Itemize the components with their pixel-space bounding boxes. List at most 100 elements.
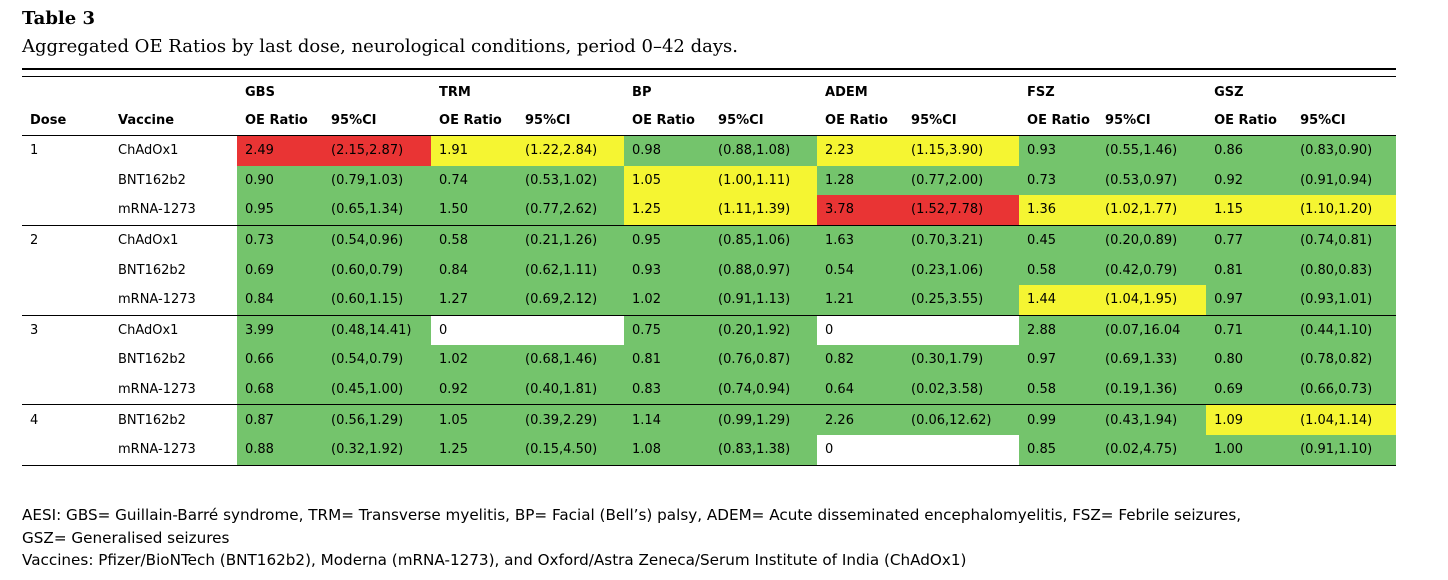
oe-ratio-cell: 1.15 bbox=[1206, 195, 1293, 226]
ci-cell: (0.79,1.03) bbox=[323, 165, 432, 196]
column-header-ci: 95%CI bbox=[710, 106, 818, 136]
ci-cell: (0.91,1.13) bbox=[710, 284, 818, 316]
vaccine-cell: mRNA-1273 bbox=[118, 202, 196, 218]
ci-cell: (0.48,14.41) bbox=[323, 314, 432, 346]
ci-cell bbox=[903, 314, 1020, 346]
dose-cell bbox=[22, 195, 110, 225]
oe-ratio-cell: 0.84 bbox=[431, 255, 518, 285]
table-row: mRNA-1273 0.68 (0.45,1.00) 0.92 (0.40,1.81) 0… bbox=[22, 374, 1397, 405]
oe-ratio-cell: 1.36 bbox=[1019, 195, 1098, 226]
column-header-ci: 95%CI bbox=[1292, 106, 1397, 136]
oe-ratio-cell: 0.92 bbox=[1206, 165, 1293, 196]
ci-cell: (0.02,4.75) bbox=[1097, 434, 1207, 466]
dose-cell bbox=[22, 345, 110, 375]
group-header: TRM bbox=[439, 84, 471, 100]
ci-cell: (0.83,0.90) bbox=[1292, 134, 1397, 166]
dose-cell: 1 bbox=[22, 134, 110, 166]
note-aesi-cont: GSZ= Generalised seizures bbox=[22, 528, 230, 547]
oe-ratio-cell: 0.64 bbox=[817, 374, 904, 405]
oe-ratio-cell: 0.90 bbox=[237, 165, 323, 196]
vaccine-cell: ChAdOx1 bbox=[110, 224, 237, 256]
column-header-oe: OE Ratio bbox=[431, 106, 518, 136]
oe-ratio-cell: 1.05 bbox=[624, 165, 711, 196]
column-header-oe: OE Ratio bbox=[237, 106, 323, 136]
oe-ratio-cell: 0.95 bbox=[624, 224, 711, 256]
oe-ratio-cell: 1.00 bbox=[1206, 434, 1293, 466]
column-header-oe: OE Ratio bbox=[1019, 106, 1098, 136]
oe-ratio-cell: 0.68 bbox=[237, 374, 323, 405]
table-title: Aggregated OE Ratios by last dose, neuro… bbox=[22, 36, 738, 57]
oe-ratio-cell: 2.26 bbox=[817, 404, 904, 435]
oe-ratio-cell: 3.99 bbox=[237, 314, 323, 346]
ci-cell: (0.42,0.79) bbox=[1097, 255, 1207, 285]
ci-cell: (0.53,1.02) bbox=[517, 165, 625, 196]
vaccine-cell: mRNA-1273 bbox=[118, 382, 196, 398]
column-header-dose: Dose bbox=[22, 106, 110, 136]
vaccine-cell: ChAdOx1 bbox=[110, 134, 237, 166]
oe-ratio-cell: 0.93 bbox=[1019, 134, 1098, 166]
oe-ratio-cell: 0 bbox=[817, 434, 904, 466]
oe-ratio-cell: 0.92 bbox=[431, 374, 518, 405]
ci-cell: (0.91,1.10) bbox=[1292, 434, 1397, 466]
ci-cell: (0.21,1.26) bbox=[517, 224, 625, 256]
vaccine-cell: BNT162b2 bbox=[118, 262, 186, 278]
ci-cell: (0.25,3.55) bbox=[903, 284, 1020, 316]
ci-cell: (1.04,1.14) bbox=[1292, 404, 1397, 435]
oe-ratio-cell: 0.97 bbox=[1206, 284, 1293, 316]
oe-ratio-cell: 0.77 bbox=[1206, 224, 1293, 256]
oe-ratio-cell: 1.25 bbox=[431, 434, 518, 466]
top-rule-thick bbox=[22, 68, 1396, 70]
dose-cell: 4 bbox=[22, 404, 110, 435]
oe-ratio-cell: 0.93 bbox=[624, 255, 711, 285]
oe-ratio-cell: 0.58 bbox=[431, 224, 518, 256]
column-header-ci: 95%CI bbox=[323, 106, 432, 136]
ci-cell: (0.70,3.21) bbox=[903, 224, 1020, 256]
oe-ratio-cell: 0.69 bbox=[1206, 374, 1293, 405]
oe-ratio-cell: 3.78 bbox=[817, 195, 904, 226]
ci-cell: (1.11,1.39) bbox=[710, 195, 818, 226]
ci-cell: (0.20,1.92) bbox=[710, 314, 818, 346]
column-header-ci: 95%CI bbox=[517, 106, 625, 136]
column-header-oe: OE Ratio bbox=[817, 106, 904, 136]
ci-cell: (0.77,2.62) bbox=[517, 195, 625, 226]
ci-cell: (0.45,1.00) bbox=[323, 374, 432, 405]
table-label: Table 3 bbox=[22, 8, 96, 29]
oe-ratio-cell: 0.81 bbox=[1206, 255, 1293, 285]
oe-ratio-table: GBS TRM BP ADEM FSZ GSZ Dose Vaccine OE … bbox=[22, 78, 1397, 466]
table-row: mRNA-1273 0.84 (0.60,1.15) 1.27 (0.69,2.12) 1… bbox=[22, 284, 1397, 316]
vaccine-cell: ChAdOx1 bbox=[110, 314, 237, 346]
table-row: BNT162b2 0.69 (0.60,0.79) 0.84 (0.62,1.11) 0.… bbox=[22, 255, 1397, 285]
oe-ratio-cell: 0.45 bbox=[1019, 224, 1098, 256]
table-row: BNT162b2 0.90 (0.79,1.03) 0.74 (0.53,1.02) 1.… bbox=[22, 165, 1397, 196]
ci-cell: (0.69,1.33) bbox=[1097, 345, 1207, 375]
oe-ratio-cell: 0.73 bbox=[1019, 165, 1098, 196]
ci-cell: (0.68,1.46) bbox=[517, 345, 625, 375]
dose-cell bbox=[22, 285, 110, 315]
oe-ratio-cell: 0.84 bbox=[237, 284, 323, 316]
ci-cell: (0.15,4.50) bbox=[517, 434, 625, 466]
top-rule-thin bbox=[22, 76, 1396, 77]
ci-cell: (1.10,1.20) bbox=[1292, 195, 1397, 226]
oe-ratio-cell: 0.71 bbox=[1206, 314, 1293, 346]
ci-cell: (0.65,1.34) bbox=[323, 195, 432, 226]
ci-cell: (1.02,1.77) bbox=[1097, 195, 1207, 226]
group-header: BP bbox=[632, 84, 652, 100]
ci-cell: (0.54,0.79) bbox=[323, 345, 432, 375]
table-row: 3 ChAdOx1 3.99 (0.48,14.41) 0 0.75 (0.20,1.92)… bbox=[22, 314, 1397, 346]
note-aesi: AESI: GBS= Guillain-Barré syndrome, TRM=… bbox=[22, 506, 1242, 524]
dose-cell bbox=[22, 255, 110, 285]
oe-ratio-cell: 1.09 bbox=[1206, 404, 1293, 435]
table-caption: Table 3 Aggregated OE Ratios by last dos… bbox=[22, 8, 738, 58]
ci-cell: (0.54,0.96) bbox=[323, 224, 432, 256]
ci-cell: (1.22,2.84) bbox=[517, 134, 625, 166]
oe-ratio-cell: 1.05 bbox=[431, 404, 518, 435]
oe-ratio-cell: 0 bbox=[817, 314, 904, 346]
oe-ratio-cell: 0.66 bbox=[237, 345, 323, 375]
oe-ratio-cell: 0.86 bbox=[1206, 134, 1293, 166]
oe-ratio-cell: 1.08 bbox=[624, 434, 711, 466]
ci-cell: (0.85,1.06) bbox=[710, 224, 818, 256]
oe-ratio-cell: 1.91 bbox=[431, 134, 518, 166]
oe-ratio-cell: 2.23 bbox=[817, 134, 904, 166]
vaccine-cell: mRNA-1273 bbox=[110, 434, 237, 466]
ci-cell: (0.53,0.97) bbox=[1097, 165, 1207, 196]
